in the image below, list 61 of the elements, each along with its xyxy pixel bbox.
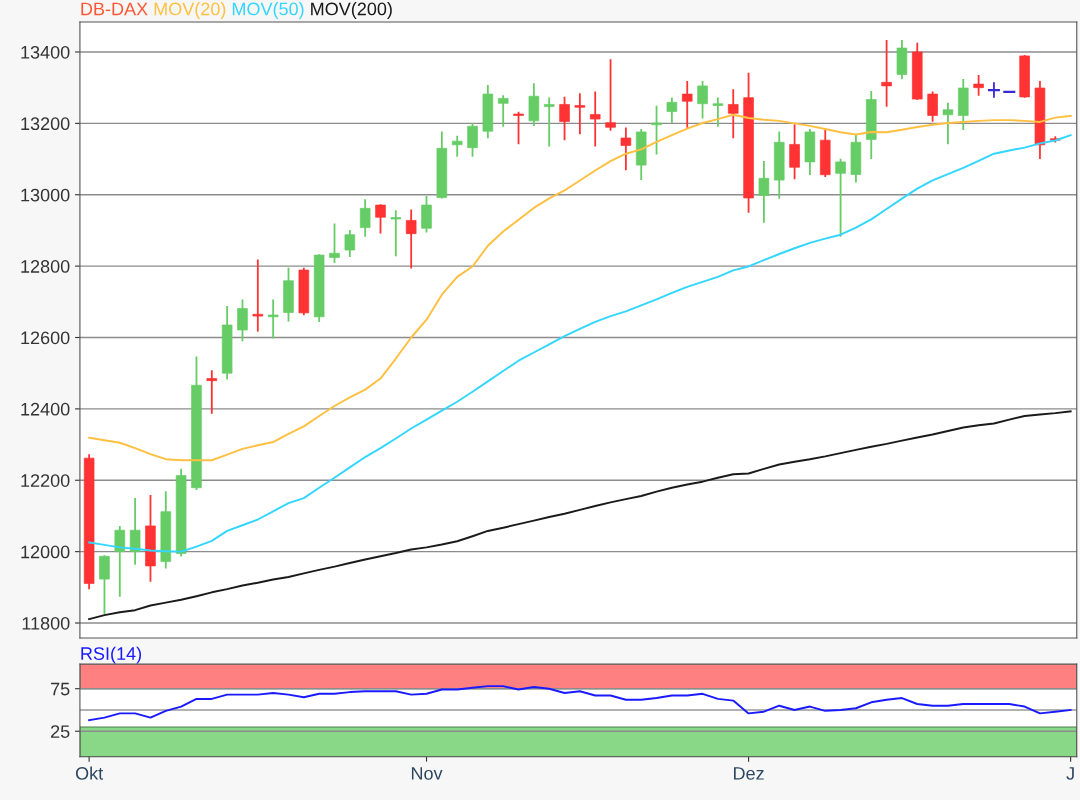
candlestick (421, 195, 432, 233)
candlestick (973, 74, 984, 96)
y-tick-label: 11800 (22, 616, 70, 630)
candlestick (267, 299, 279, 339)
candlestick (681, 81, 693, 128)
candlestick (574, 93, 586, 135)
y-tick-label: 12600 (21, 331, 70, 345)
candlestick (605, 59, 616, 131)
candlestick (497, 95, 509, 127)
line-series (88, 685, 1072, 722)
candlestick (835, 158, 846, 237)
candlestick (543, 97, 555, 147)
text: MOV(50) (232, 2, 304, 19)
y-tick-label: 12200 (21, 474, 70, 487)
candlestick (390, 210, 402, 257)
candlestick (206, 370, 218, 414)
candlestick (620, 127, 632, 171)
candlestick (114, 526, 126, 597)
text: MOV(200) (311, 2, 392, 19)
y-tick-label: 13000 (21, 188, 70, 202)
candlestick (758, 160, 770, 223)
candlestick (727, 89, 739, 139)
text: RSI(14) (81, 646, 142, 664)
y-tick-label: 13400 (21, 45, 70, 59)
chart-title: DB-DAX (81, 2, 148, 16)
candlestick (712, 97, 724, 127)
candlestick (405, 209, 417, 269)
y-tick-label: 13200 (21, 117, 70, 131)
line-series (88, 410, 1072, 621)
candlestick (467, 123, 478, 157)
candlestick (666, 97, 678, 123)
candlestick (451, 135, 463, 157)
candlestick (927, 91, 938, 122)
y-tick-label: 12800 (21, 260, 70, 273)
y-tick-label: 12400 (21, 402, 70, 416)
x-tick-label: J (1066, 767, 1074, 780)
candlestick (237, 299, 248, 342)
y-tick-label: 12000 (21, 545, 70, 559)
candlestick (881, 40, 892, 107)
candlestick (697, 81, 708, 119)
candlestick (589, 91, 601, 147)
candlestick (329, 223, 340, 264)
y-tick-label: 75 (51, 682, 70, 696)
candlestick (987, 82, 1000, 98)
x-tick-label: Dez (734, 767, 764, 780)
candlestick (359, 199, 371, 237)
candlestick (513, 111, 524, 145)
text: MOV(20) (154, 2, 226, 19)
candlestick (129, 497, 141, 565)
candlestick (942, 102, 954, 145)
x-tick-label: Okt (75, 766, 104, 780)
candlestick (252, 259, 264, 332)
line-series (88, 134, 1072, 553)
candlestick (789, 124, 800, 180)
x-tick-label: Nov (411, 767, 443, 780)
y-tick-label: 25 (51, 725, 70, 738)
candlestick (651, 105, 662, 155)
candlestick (344, 229, 356, 258)
candlestick (559, 96, 570, 141)
candlestick (375, 204, 386, 234)
candlestick (99, 555, 110, 614)
